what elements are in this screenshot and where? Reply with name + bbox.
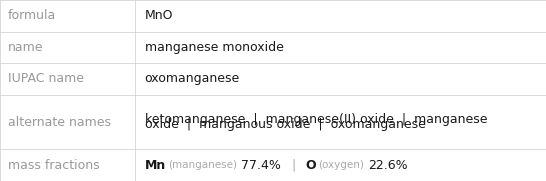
- Text: (oxygen): (oxygen): [318, 160, 364, 170]
- Text: ketomanganese  |  manganese(II) oxide  |  manganese: ketomanganese | manganese(II) oxide | ma…: [145, 113, 487, 126]
- Text: oxomanganese: oxomanganese: [145, 72, 240, 85]
- Text: oxide  |  manganous oxide  |  oxomanganese: oxide | manganous oxide | oxomanganese: [145, 118, 425, 131]
- Text: manganese monoxide: manganese monoxide: [145, 41, 283, 54]
- Text: Mn: Mn: [145, 159, 166, 172]
- Text: 22.6%: 22.6%: [369, 159, 408, 172]
- Text: formula: formula: [8, 9, 56, 22]
- Text: (manganese): (manganese): [168, 160, 237, 170]
- Text: alternate names: alternate names: [8, 115, 111, 129]
- Text: mass fractions: mass fractions: [8, 159, 100, 172]
- Text: name: name: [8, 41, 44, 54]
- Text: 77.4%: 77.4%: [241, 159, 281, 172]
- Text: O: O: [305, 159, 316, 172]
- Text: IUPAC name: IUPAC name: [8, 72, 84, 85]
- Text: |: |: [291, 159, 295, 172]
- Text: MnO: MnO: [145, 9, 173, 22]
